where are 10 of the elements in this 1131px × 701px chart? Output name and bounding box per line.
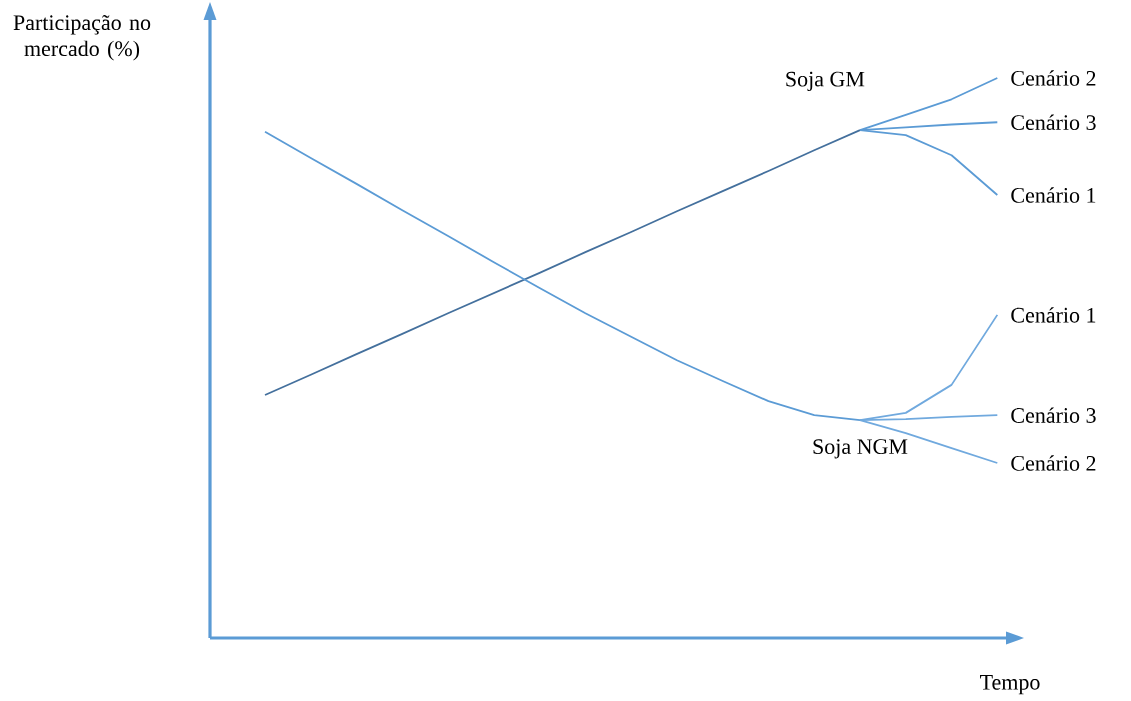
series-label: Cenário 3: [1011, 407, 1096, 423]
series-label: Cenário 3: [1011, 114, 1096, 131]
series-label: Soja GM: [786, 71, 865, 92]
series-label: Cenário 2: [1011, 70, 1096, 86]
series-label: Soja NGM: [813, 439, 908, 459]
series-label: Cenário 1: [1011, 307, 1096, 323]
y-axis-title: Participação no mercado (%): [13, 15, 151, 61]
series-label: Cenário 2: [1011, 455, 1096, 471]
series-label: Cenário 1: [1011, 187, 1096, 203]
x-axis-title: Tempo: [980, 675, 1040, 695]
